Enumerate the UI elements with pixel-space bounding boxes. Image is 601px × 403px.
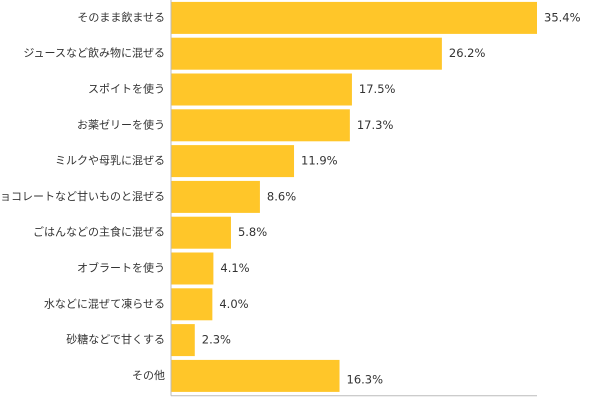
bar xyxy=(171,324,195,357)
value-labels-group: 35.4% 26.2% 17.5% 17.3% 11.9% 8.6% 5.8% 4.1% 4.0… xyxy=(202,10,581,386)
category-label: オブラートを使う xyxy=(77,261,165,275)
category-label: スポイトを使う xyxy=(88,83,165,96)
bar xyxy=(171,145,295,178)
value-label: 4.0% xyxy=(219,297,248,311)
bar xyxy=(171,109,350,142)
bar xyxy=(171,359,340,392)
bar xyxy=(171,288,213,321)
value-label: 5.8% xyxy=(238,225,267,239)
category-label: ジュースなど飲み物に混ぜる xyxy=(23,46,165,60)
category-label: ミルクや母乳に混ぜる xyxy=(55,154,165,167)
category-label: その他 xyxy=(132,369,165,382)
category-label: 水などに混ぜて凍らせる xyxy=(44,297,165,310)
value-label: 17.3% xyxy=(357,118,394,132)
category-label: ごはんなどの主食に混ぜる xyxy=(33,225,165,239)
bar xyxy=(171,37,442,70)
bar xyxy=(171,180,260,213)
category-label: そのまま飲ませる xyxy=(77,10,165,24)
value-label: 17.5% xyxy=(359,82,396,96)
bar xyxy=(171,73,352,106)
category-label: お薬ゼリーを使う xyxy=(77,118,165,131)
value-label: 11.9% xyxy=(301,154,338,168)
value-label: 2.3% xyxy=(202,333,231,347)
bar xyxy=(171,216,231,249)
value-label: 8.6% xyxy=(267,189,296,203)
bar xyxy=(171,252,214,285)
value-label: 26.2% xyxy=(449,46,486,60)
value-label: 4.1% xyxy=(220,261,249,275)
value-label: 16.3% xyxy=(347,372,384,386)
bars-group xyxy=(171,1,537,392)
category-label: 砂糖などで甘くする xyxy=(66,332,165,346)
bar xyxy=(171,1,537,34)
value-label: 35.4% xyxy=(544,10,581,24)
category-labels-group: そのまま飲ませるジュースなど飲み物に混ぜるスポイトを使うお薬ゼリーを使うミルクや… xyxy=(0,10,165,382)
category-label: チョコレートなど甘いものと混ぜる xyxy=(0,190,165,203)
